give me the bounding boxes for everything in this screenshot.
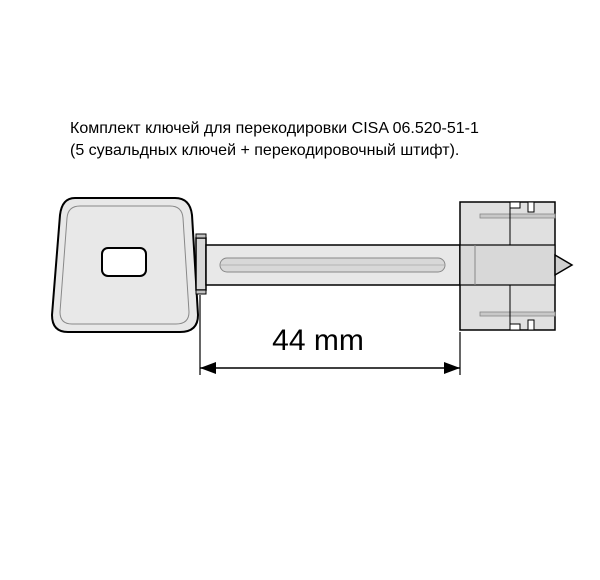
caption-line2: (5 сувальдных ключей + перекодировочный … [70, 142, 459, 159]
key-shaft [196, 234, 460, 294]
dimension-label: 44 mm [168, 324, 468, 358]
key-head [52, 198, 198, 332]
key-svg [20, 180, 580, 440]
key-bit [460, 202, 572, 330]
product-caption: Комплект ключей для перекодировки CISA 0… [70, 118, 560, 161]
key-diagram [20, 180, 580, 440]
caption-line1: Комплект ключей для перекодировки CISA 0… [70, 120, 479, 137]
